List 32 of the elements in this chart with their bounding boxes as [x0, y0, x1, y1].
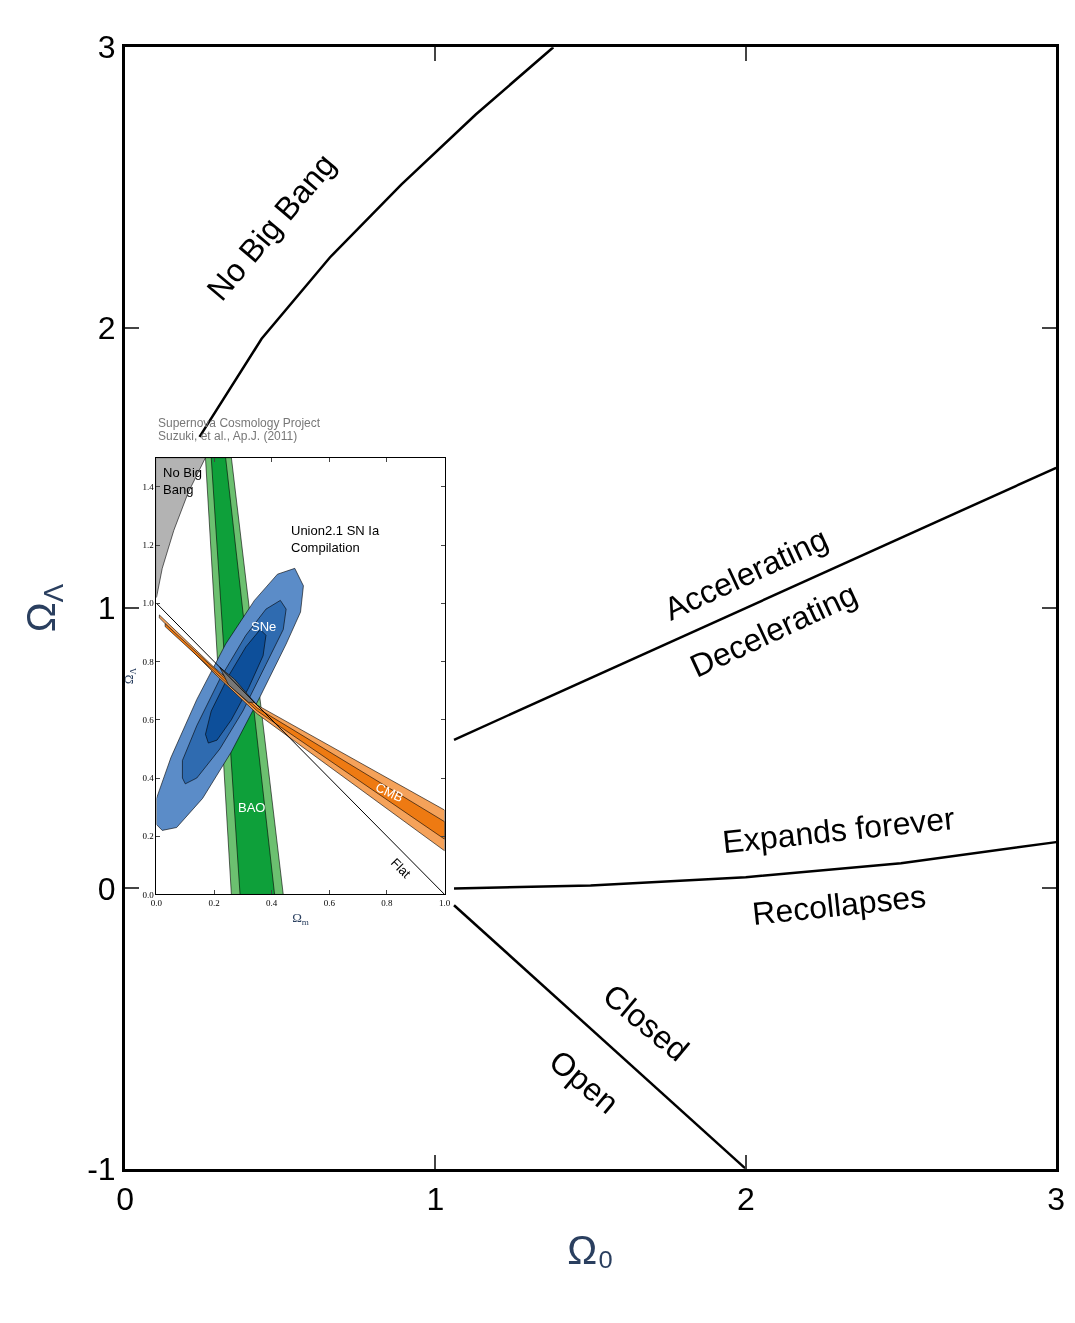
y-tick-label: 0.4	[142, 773, 155, 784]
annotation: SNe	[251, 619, 277, 634]
y-tick-label: 0.0	[142, 889, 155, 900]
x-tick-label: 1	[426, 1181, 445, 1218]
y-tick-label: 0.8	[142, 656, 155, 667]
annotation: Union2.1 SN Ia Compilation	[291, 523, 380, 555]
annotation: Expands forever	[720, 799, 957, 861]
annotation: Suzuki, et al., Ap.J. (2011)	[158, 429, 298, 443]
y-tick-label: 3	[97, 29, 116, 66]
x-axis-title: Ω₀	[567, 1227, 614, 1272]
x-tick-label: 0.4	[266, 898, 278, 909]
x-tick-label: 0.6	[323, 898, 336, 909]
x-tick-label: 3	[1047, 1181, 1066, 1218]
y-tick-label: 2	[97, 309, 116, 346]
y-tick-label: 0.2	[142, 831, 154, 842]
x-tick-label: 1.0	[438, 898, 451, 909]
x-tick-label: 0.0	[150, 898, 163, 909]
annotation: BAO	[238, 800, 266, 815]
annotation: CMB	[373, 779, 406, 806]
x-tick-label: 2	[736, 1181, 755, 1218]
y-tick-label: 1	[97, 590, 116, 627]
x-tick-label: 0.8	[381, 898, 394, 909]
x-tick-label: 0.2	[208, 898, 220, 909]
annotation: Flat	[387, 855, 415, 882]
annotation: No Big Bang	[163, 465, 203, 497]
y-tick-label: 1.2	[142, 540, 154, 551]
y-tick-label: -1	[87, 1151, 116, 1188]
x-axis-title: Ω$_{m}$	[292, 909, 309, 927]
y-tick-label: 1.4	[142, 481, 155, 492]
annotation: Recollapses	[750, 877, 928, 932]
y-tick-label: 1.0	[142, 598, 155, 609]
y-tick-label: 0.6	[142, 714, 155, 725]
